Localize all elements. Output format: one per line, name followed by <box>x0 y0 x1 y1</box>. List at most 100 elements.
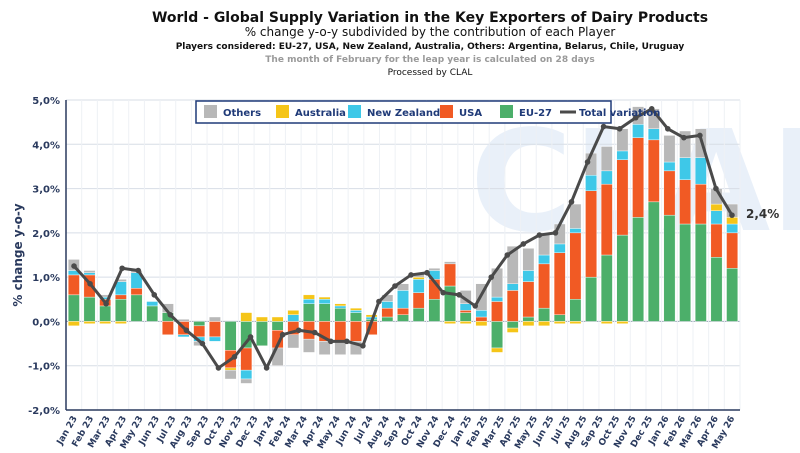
leap-note: The month of February for the leap year … <box>265 55 594 65</box>
total-variation-point <box>87 280 93 287</box>
y-axis: 5,0% 4,0% 3,0% 2,0% 1,0% 0,0% -1,0% -2,0% <box>28 96 740 417</box>
bar-australia <box>616 321 629 324</box>
bar-eu-27 <box>428 299 441 322</box>
bar-new-zealand <box>177 334 190 338</box>
total-variation-point <box>183 327 190 334</box>
bar-new-zealand <box>397 290 409 309</box>
bar-new-zealand <box>491 296 503 302</box>
legend-swatch-australia <box>276 105 289 118</box>
bar-eu-27 <box>83 296 96 322</box>
total-variation-point <box>376 298 382 305</box>
bar-eu-27 <box>381 316 394 322</box>
bar-australia <box>240 312 253 322</box>
bar-usa <box>381 307 394 318</box>
bar-eu-27 <box>553 314 566 322</box>
total-variation-point <box>263 365 270 371</box>
total-variation-point <box>408 272 414 278</box>
bar-eu-27 <box>710 257 723 322</box>
bar-others <box>303 338 315 353</box>
total-variation-point <box>231 354 238 360</box>
total-variation-point <box>472 303 479 309</box>
bar-usa <box>553 252 566 315</box>
total-variation-point <box>600 123 607 130</box>
bar-australia <box>256 316 268 322</box>
y-tick-label: 2,0% <box>32 229 60 240</box>
chart-title: World - Global Supply Variation in the K… <box>152 10 708 26</box>
bar-eu-27 <box>600 254 613 322</box>
total-variation-point <box>713 185 719 192</box>
bar-eu-27 <box>679 223 691 322</box>
total-variation-point <box>311 329 318 336</box>
bar-australia <box>491 347 503 353</box>
bar-usa <box>209 321 221 338</box>
bar-usa <box>412 292 425 309</box>
bar-australia <box>726 217 739 225</box>
y-tick-label: 4,0% <box>32 140 60 151</box>
y-tick-label: 1,0% <box>32 273 60 284</box>
bar-new-zealand <box>303 299 315 304</box>
bar-usa <box>694 183 707 225</box>
bar-australia <box>115 321 127 324</box>
bar-new-zealand <box>506 283 519 291</box>
bar-new-zealand <box>381 301 394 309</box>
bar-usa <box>193 325 206 338</box>
bar-australia <box>287 310 300 315</box>
bar-eu-27 <box>99 305 112 322</box>
bar-eu-27 <box>632 217 644 322</box>
bar-usa <box>585 190 597 278</box>
bar-eu-27 <box>538 307 550 322</box>
bar-usa <box>538 263 550 309</box>
bar-eu-27 <box>146 305 159 322</box>
bar-new-zealand <box>475 310 488 318</box>
bar-eu-27 <box>694 223 707 322</box>
total-variation-point <box>520 241 527 247</box>
bar-eu-27 <box>491 321 503 349</box>
bar-others <box>569 203 582 229</box>
bar-others <box>679 130 691 158</box>
total-variation-point <box>584 159 591 165</box>
total-variation-point <box>729 212 735 218</box>
total-variation-point <box>167 311 174 318</box>
bar-australia <box>600 321 613 324</box>
bar-new-zealand <box>679 157 691 180</box>
total-variation-point <box>504 252 511 258</box>
legend-swatch-others <box>204 105 217 118</box>
bar-australia <box>553 321 566 324</box>
bar-usa <box>444 263 456 287</box>
bar-eu-27 <box>459 312 472 322</box>
credit: Processed by CLAL <box>388 68 473 78</box>
bar-australia <box>334 303 347 307</box>
bar-usa <box>632 137 644 218</box>
bar-new-zealand <box>632 124 644 138</box>
total-variation-point <box>424 269 430 276</box>
bar-australia <box>444 321 456 324</box>
bar-usa <box>397 307 409 315</box>
legend-swatch-eu-27 <box>500 105 513 118</box>
bar-australia <box>506 327 519 333</box>
bar-australia <box>224 367 237 371</box>
legend-label-total-variation: Total variation <box>579 108 660 119</box>
bar-eu-27 <box>271 321 284 331</box>
total-variation-point <box>135 267 142 274</box>
bar-eu-27 <box>663 214 676 322</box>
bar-others <box>83 270 96 273</box>
bar-australia <box>475 321 488 327</box>
bar-others <box>318 341 331 355</box>
legend-label-usa: USA <box>459 108 482 119</box>
total-variation-point <box>440 289 446 296</box>
total-variation-line <box>72 107 734 370</box>
total-variation-point <box>536 232 543 238</box>
bar-eu-27 <box>522 316 535 322</box>
bar-others <box>224 369 237 380</box>
total-variation-point <box>103 300 109 307</box>
bar-usa <box>616 159 629 236</box>
total-variation-point <box>456 292 462 298</box>
y-tick-label: -2,0% <box>28 406 60 417</box>
bar-others <box>177 319 190 322</box>
legend-label-new-zealand: New Zealand <box>367 108 440 119</box>
bar-new-zealand <box>694 157 707 185</box>
bar-new-zealand <box>585 175 597 191</box>
bar-others <box>240 378 253 384</box>
bar-others <box>334 341 347 355</box>
